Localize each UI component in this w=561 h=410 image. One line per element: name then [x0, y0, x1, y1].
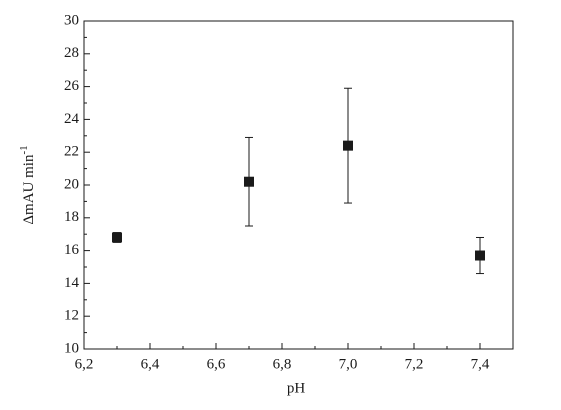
x-tick-label: 6,6: [207, 356, 226, 372]
y-tick-label: 20: [64, 176, 79, 192]
y-tick-label: 18: [64, 209, 79, 225]
y-tick-label: 28: [64, 45, 79, 61]
y-tick-label: 24: [64, 111, 80, 127]
point: [244, 176, 254, 187]
y-tick-label: 26: [64, 78, 80, 94]
x-tick-label: 7,4: [471, 356, 490, 372]
y-tick-label: 14: [64, 275, 80, 291]
y-tick-label: 16: [64, 242, 80, 258]
x-axis-label: pH: [287, 380, 306, 396]
y-tick-label: 30: [64, 12, 79, 28]
point: [343, 140, 353, 151]
x-tick-label: 7,0: [339, 356, 358, 372]
y-tick-label: 10: [64, 340, 79, 356]
y-axis-label: ΔmAU min-1: [18, 145, 38, 224]
plot-frame: [83, 20, 514, 350]
y-axis-label-superscript: -1: [18, 145, 30, 154]
y-axis-label-main: ΔmAU min: [21, 154, 37, 225]
x-tick-label: 6,2: [75, 356, 94, 372]
x-tick-label: 6,8: [273, 356, 292, 372]
x-tick-label: 6,4: [141, 356, 160, 372]
point: [112, 232, 122, 243]
x-tick-label: 7,2: [405, 356, 424, 372]
y-tick-label: 22: [64, 144, 79, 160]
point: [475, 250, 485, 261]
y-tick-label: 12: [64, 308, 79, 324]
